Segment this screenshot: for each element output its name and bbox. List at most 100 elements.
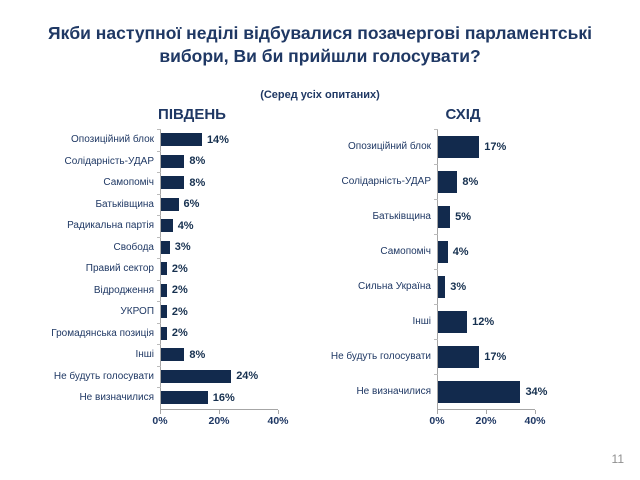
bar-track: 4% bbox=[434, 234, 535, 269]
axis-tick-label: 20% bbox=[475, 415, 497, 427]
chart-rows: Опозиційний блок 17% Солідарність-УДАР 8% Ба… bbox=[330, 129, 570, 409]
bar-row: Самопоміч 8% bbox=[46, 172, 296, 194]
value-label: 3% bbox=[450, 280, 467, 293]
category-label: Опозиційний блок bbox=[71, 134, 154, 146]
bar bbox=[161, 240, 170, 254]
axis-tick-label: 40% bbox=[267, 414, 289, 427]
value-label: 8% bbox=[189, 176, 206, 189]
bar-track: 17% bbox=[434, 129, 535, 164]
bar bbox=[161, 326, 167, 340]
value-label: 8% bbox=[189, 348, 206, 361]
bar bbox=[161, 305, 167, 319]
bar bbox=[438, 135, 480, 158]
bar-row: Не визначилися 34% bbox=[330, 374, 570, 409]
axis-tick bbox=[278, 409, 279, 414]
value-label: 2% bbox=[171, 305, 188, 318]
bar-track: 34% bbox=[434, 374, 547, 409]
bar bbox=[161, 369, 232, 383]
category-label: Інші bbox=[135, 349, 154, 361]
slide-subtitle: (Серед усіх опитаних) bbox=[260, 89, 380, 101]
bar-track: 8% bbox=[434, 164, 535, 199]
bar bbox=[161, 154, 185, 168]
category-label: Не будуть голосувати bbox=[330, 351, 431, 362]
bar-track: 5% bbox=[434, 199, 535, 234]
bar-row: Опозиційний блок 17% bbox=[330, 129, 570, 164]
category-label: Інші bbox=[412, 316, 431, 327]
chart-rows: Опозиційний блок 14% Солідарність-УДАР 8% Са… bbox=[46, 129, 296, 409]
category-label: Свобода bbox=[113, 241, 154, 253]
bar-track: 3% bbox=[157, 236, 278, 258]
value-label: 6% bbox=[183, 198, 200, 211]
bar-track: 6% bbox=[157, 193, 278, 215]
bar bbox=[438, 310, 468, 333]
bar-track: 2% bbox=[157, 258, 278, 280]
bar-row: Батьківщина 6% bbox=[46, 193, 296, 215]
chart-title: ПІВДЕНЬ bbox=[158, 106, 226, 123]
bar bbox=[438, 240, 448, 263]
category-label: Громадянська позиція bbox=[51, 327, 154, 339]
category-label: Опозиційний блок bbox=[348, 141, 431, 152]
bar-row: Батьківщина 5% bbox=[330, 199, 570, 234]
axis-tick-label: 0% bbox=[429, 415, 445, 427]
bar-row: Солідарність-УДАР 8% bbox=[330, 164, 570, 199]
axis-tick bbox=[535, 410, 536, 414]
value-label: 14% bbox=[206, 133, 229, 146]
bar-track: 8% bbox=[157, 150, 278, 172]
x-axis: 0% 20% 40% bbox=[429, 409, 546, 429]
bar-row: Самопоміч 4% bbox=[330, 234, 570, 269]
bar bbox=[438, 205, 451, 228]
value-label: 2% bbox=[171, 262, 188, 275]
bar bbox=[438, 275, 446, 298]
bar bbox=[161, 348, 185, 362]
bar bbox=[161, 176, 185, 190]
bar-row: Солідарність-УДАР 8% bbox=[46, 150, 296, 172]
bar-row: Громадянська позиція 2% bbox=[46, 322, 296, 344]
bar bbox=[161, 283, 167, 297]
category-label: Батьківщина bbox=[95, 198, 154, 210]
value-label: 2% bbox=[171, 284, 188, 297]
bar bbox=[161, 391, 208, 405]
bar-track: 8% bbox=[157, 344, 278, 366]
slide-title-line2: вибори, Ви би прийшли голосувати? bbox=[159, 46, 481, 67]
value-label: 8% bbox=[462, 175, 479, 188]
category-label: Не визначилися bbox=[356, 386, 431, 397]
value-label: 24% bbox=[236, 370, 259, 383]
chart-title: СХІД bbox=[445, 106, 481, 123]
value-label: 17% bbox=[484, 350, 507, 363]
chart-east: СХІД Опозиційний блок 17% Солідарність-УДА… bbox=[330, 106, 570, 429]
bar-track: 2% bbox=[157, 301, 278, 323]
category-label: Правий сектор bbox=[85, 263, 154, 275]
category-label: Самопоміч bbox=[103, 177, 154, 189]
bar-row: Не визначилися 16% bbox=[46, 387, 296, 409]
bar-track: 17% bbox=[434, 339, 535, 374]
bar-track: 16% bbox=[157, 387, 278, 409]
bar-row: Не будуть голосувати 24% bbox=[46, 365, 296, 387]
category-label: Солідарність-УДАР bbox=[341, 176, 431, 187]
bar-row: УКРОП 2% bbox=[46, 301, 296, 323]
bar-row: Відродження 2% bbox=[46, 279, 296, 301]
bar-row: Опозиційний блок 14% bbox=[46, 129, 296, 151]
category-label: УКРОП bbox=[120, 306, 154, 318]
bar bbox=[438, 170, 458, 193]
bar-track: 8% bbox=[157, 172, 278, 194]
category-label: Не визначилися bbox=[79, 392, 154, 404]
axis-tick bbox=[219, 409, 220, 414]
bar-track: 2% bbox=[157, 279, 278, 301]
value-label: 34% bbox=[525, 385, 548, 398]
bar-track: 2% bbox=[157, 322, 278, 344]
axis-tick bbox=[437, 410, 438, 414]
value-label: 12% bbox=[472, 315, 495, 328]
bar bbox=[161, 133, 202, 147]
bar bbox=[438, 380, 521, 403]
bar-row: Радикальна партія 4% bbox=[46, 215, 296, 237]
axis-tick bbox=[160, 409, 161, 414]
bar-row: Інші 12% bbox=[330, 304, 570, 339]
axis-tick bbox=[486, 410, 487, 414]
bar bbox=[161, 262, 167, 276]
page-number: 11 bbox=[611, 452, 624, 466]
bar-track: 14% bbox=[157, 129, 278, 151]
axis-tick-label: 20% bbox=[208, 414, 230, 427]
bar-row: Правий сектор 2% bbox=[46, 258, 296, 280]
category-label: Самопоміч bbox=[380, 246, 431, 257]
bar bbox=[438, 345, 480, 368]
